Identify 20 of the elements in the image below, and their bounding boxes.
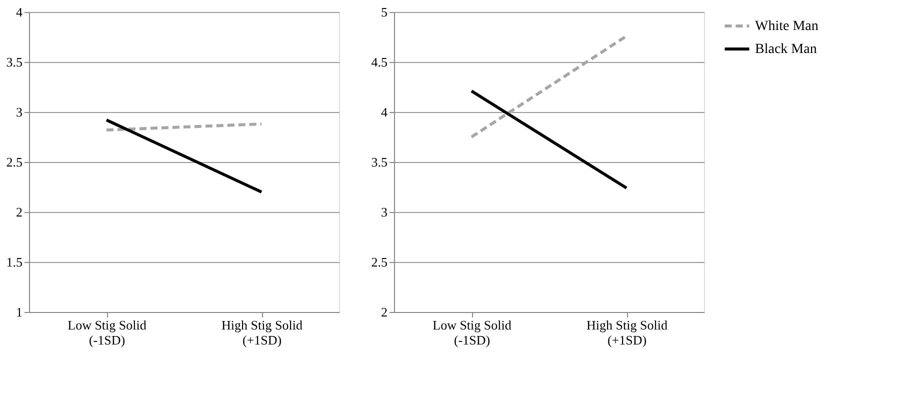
y-tick-label: 1.5 xyxy=(6,254,22,270)
y-tick-label: 2 xyxy=(16,204,22,220)
y-tick-label: 3 xyxy=(381,204,388,220)
legend-label: Black Man xyxy=(755,42,817,57)
y-tick-label: 4 xyxy=(381,104,388,120)
y-tick-label: 3.5 xyxy=(371,154,388,170)
y-tick-label: 5 xyxy=(381,4,388,20)
y-tick-label: 1 xyxy=(16,304,22,320)
x-tick-label: Low Stig Solid (-1SD) xyxy=(68,318,147,348)
y-tick-label: 4.5 xyxy=(371,54,388,70)
x-tick-label: Low Stig Solid (-1SD) xyxy=(432,318,512,348)
x-tick-label: High Stig Solid (+1SD) xyxy=(586,318,668,348)
y-tick-label: 4 xyxy=(16,4,23,20)
y-tick-label: 3.5 xyxy=(6,54,22,70)
y-tick-label: 2 xyxy=(381,304,388,320)
x-tick-label: High Stig Solid (+1SD) xyxy=(222,318,303,348)
y-tick-label: 2.5 xyxy=(6,154,22,170)
y-tick-label: 3 xyxy=(16,104,22,120)
y-tick-label: 2.5 xyxy=(371,254,388,270)
legend-label: White Man xyxy=(755,19,818,34)
